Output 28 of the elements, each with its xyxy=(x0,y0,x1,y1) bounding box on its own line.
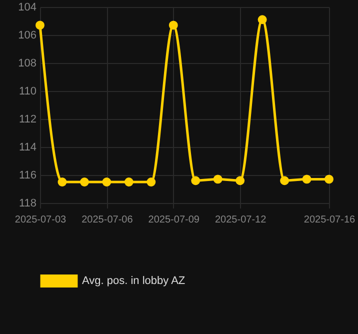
y-tick-label: 116 xyxy=(18,170,36,182)
y-tick-label: 112 xyxy=(18,114,36,126)
point xyxy=(191,176,200,186)
y-tick-label: 114 xyxy=(18,142,36,154)
point xyxy=(102,178,112,186)
point xyxy=(258,15,267,24)
point xyxy=(324,174,334,184)
point xyxy=(124,178,134,186)
y-tick-label: 106 xyxy=(18,30,36,42)
point xyxy=(80,178,89,186)
point xyxy=(236,176,245,186)
x-tick-label: 2025-07-16 xyxy=(304,214,356,226)
y-tick-label: 104 xyxy=(18,2,36,14)
point xyxy=(302,174,312,184)
y-tick-label: 110 xyxy=(18,86,36,98)
x-tick-label: 2025-07-06 xyxy=(82,214,134,226)
y-tick-label: 118 xyxy=(18,198,36,210)
point xyxy=(280,176,290,186)
x-tick-label: 2025-07-12 xyxy=(215,214,267,226)
x-tick-label: 2025-07-03 xyxy=(14,214,67,226)
legend-label: Avg. pos. in lobby AZ xyxy=(82,275,186,287)
x-tick-label: 2025-07-09 xyxy=(148,214,200,226)
point xyxy=(58,178,67,186)
y-tick-label: 108 xyxy=(18,58,36,70)
point xyxy=(36,20,44,30)
point xyxy=(168,20,178,30)
point xyxy=(146,178,156,186)
point xyxy=(213,174,222,184)
